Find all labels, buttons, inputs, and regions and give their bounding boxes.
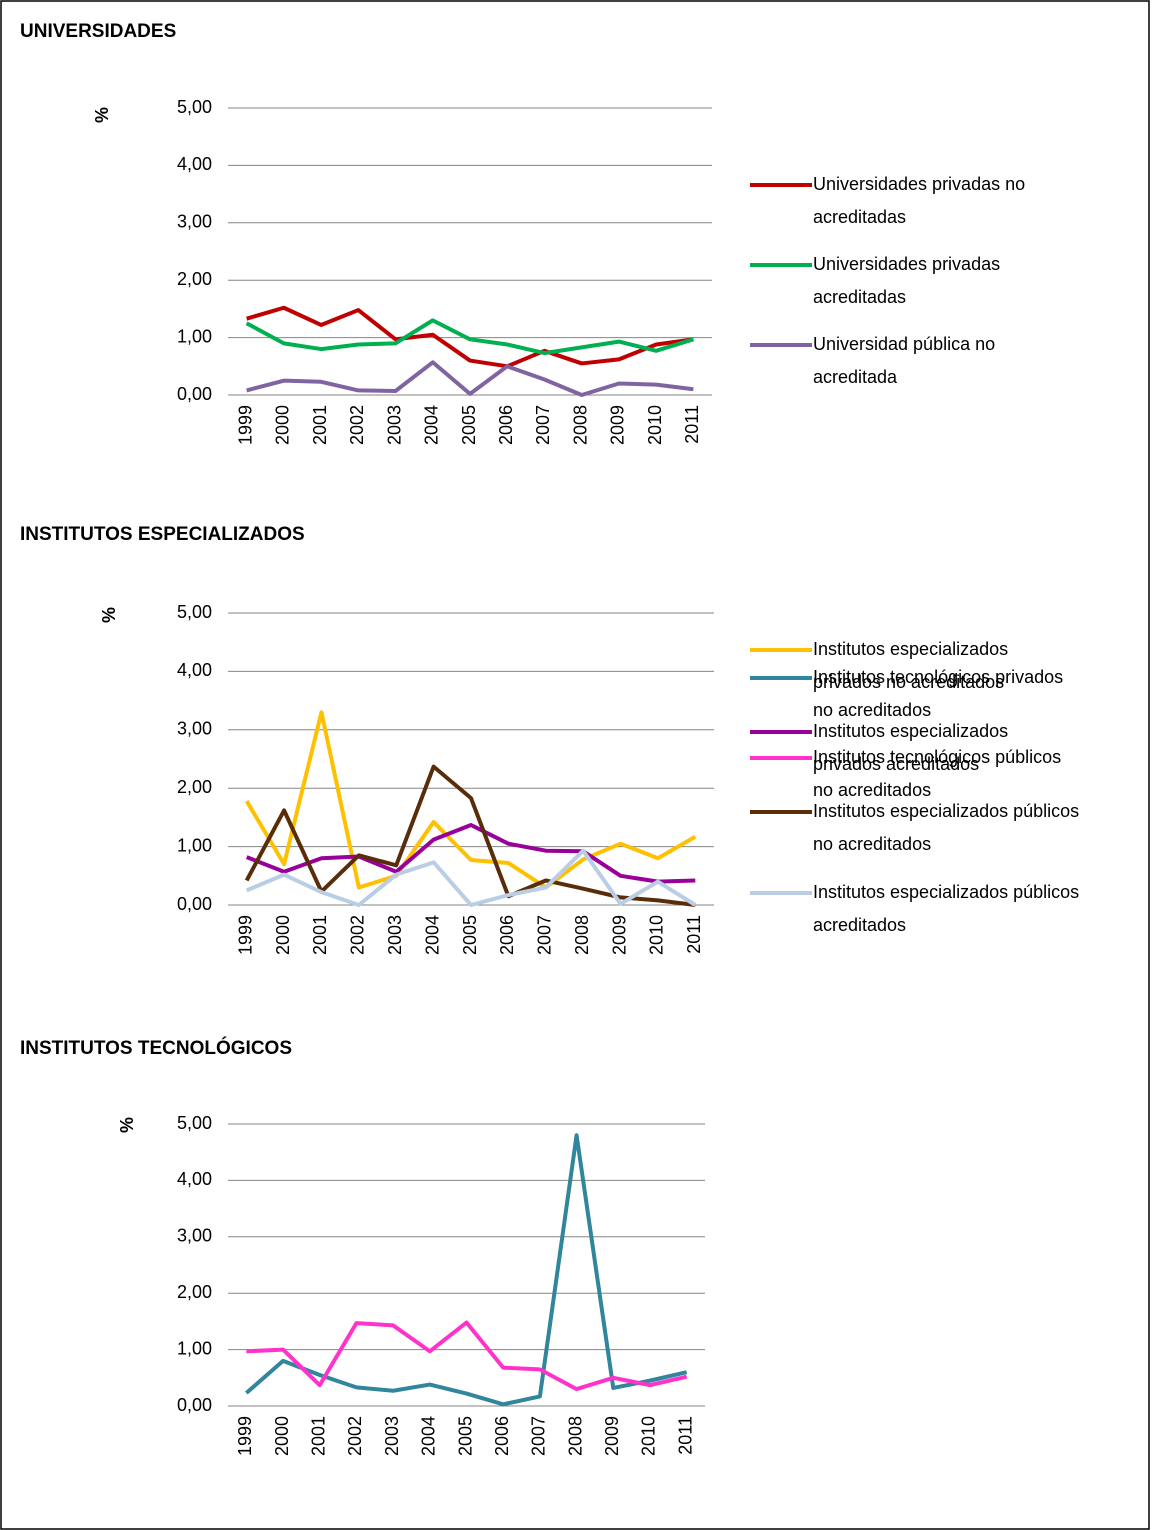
x-tick-label: 2010 bbox=[639, 1416, 659, 1456]
series-line bbox=[245, 848, 697, 907]
y-axis-label: % bbox=[99, 607, 119, 623]
series-line bbox=[245, 318, 694, 356]
x-tick-label: 2009 bbox=[609, 915, 629, 955]
x-tick-label: 2010 bbox=[647, 915, 667, 955]
y-axis-label: % bbox=[92, 107, 112, 123]
y-tick-label: 0,00 bbox=[177, 1395, 212, 1415]
y-tick-label: 5,00 bbox=[177, 1113, 212, 1133]
series-line bbox=[244, 710, 697, 890]
x-tick-label: 2007 bbox=[529, 1416, 549, 1456]
y-tick-label: 5,00 bbox=[177, 602, 212, 622]
x-tick-label: 2007 bbox=[533, 405, 553, 445]
x-tick-label: 2005 bbox=[459, 405, 479, 445]
y-tick-label: 1,00 bbox=[177, 1338, 212, 1358]
x-tick-label: 2007 bbox=[535, 915, 555, 955]
x-tick-label: 2008 bbox=[570, 405, 590, 445]
x-tick-label: 2004 bbox=[422, 915, 442, 955]
legend-label: Institutos especializados públicos no ac… bbox=[813, 801, 1084, 854]
x-tick-label: 2009 bbox=[602, 1416, 622, 1456]
x-tick-label: 2006 bbox=[497, 915, 517, 955]
legend-label: Institutos especializados privados no ac… bbox=[813, 639, 1013, 692]
y-axis-label: % bbox=[117, 1117, 137, 1133]
x-tick-label: 2005 bbox=[455, 1416, 475, 1456]
y-tick-label: 4,00 bbox=[177, 1169, 212, 1189]
legend-label: Institutos tecnológicos públicos no acre… bbox=[813, 747, 1071, 800]
x-tick-label: 2011 bbox=[682, 405, 702, 444]
x-tick-label: 2000 bbox=[272, 1416, 292, 1456]
legend-label: Universidad pública no acreditada bbox=[813, 334, 1000, 387]
x-tick-label: 2003 bbox=[384, 405, 404, 445]
legend-label: Institutos especializados privados acred… bbox=[813, 721, 1013, 774]
x-tick-label: 1999 bbox=[235, 405, 255, 445]
x-tick-label: 2005 bbox=[460, 915, 480, 955]
x-tick-label: 2001 bbox=[310, 915, 330, 955]
legend-label: Institutos especializados públicos acred… bbox=[813, 882, 1084, 935]
y-tick-label: 4,00 bbox=[177, 154, 212, 174]
x-tick-label: 2001 bbox=[308, 1416, 328, 1456]
y-tick-label: 1,00 bbox=[177, 326, 212, 346]
series-line bbox=[245, 822, 696, 884]
x-tick-label: 2006 bbox=[496, 405, 516, 445]
y-tick-label: 1,00 bbox=[177, 835, 212, 855]
y-tick-label: 2,00 bbox=[177, 1282, 212, 1302]
legend-label: Universidades privadas acreditadas bbox=[813, 254, 1005, 307]
y-tick-label: 0,00 bbox=[177, 894, 212, 914]
series-line bbox=[246, 360, 694, 397]
legend-label: Universidades privadas no acreditadas bbox=[813, 174, 1030, 227]
y-tick-label: 0,00 bbox=[177, 384, 212, 404]
chart-title: INSTITUTOS ESPECIALIZADOS bbox=[20, 524, 305, 545]
x-tick-label: 2003 bbox=[382, 1416, 402, 1456]
x-tick-label: 2008 bbox=[572, 915, 592, 955]
x-tick-label: 2000 bbox=[273, 915, 293, 955]
y-tick-label: 5,00 bbox=[177, 97, 212, 117]
y-tick-label: 3,00 bbox=[177, 719, 212, 739]
x-tick-label: 2004 bbox=[422, 405, 442, 445]
series-line bbox=[245, 1133, 688, 1407]
x-tick-label: 1999 bbox=[235, 1416, 255, 1456]
x-tick-label: 2003 bbox=[385, 915, 405, 955]
chart-title: UNIVERSIDADES bbox=[20, 21, 176, 42]
x-tick-label: 2011 bbox=[684, 915, 704, 954]
series-line bbox=[244, 764, 696, 907]
x-tick-label: 2002 bbox=[347, 405, 367, 445]
y-tick-label: 4,00 bbox=[177, 660, 212, 680]
x-tick-label: 2010 bbox=[645, 405, 665, 445]
x-tick-label: 2006 bbox=[492, 1416, 512, 1456]
x-tick-label: 2011 bbox=[675, 1416, 695, 1455]
x-tick-label: 2004 bbox=[419, 1416, 439, 1456]
series-line bbox=[246, 305, 694, 369]
y-tick-label: 2,00 bbox=[177, 269, 212, 289]
y-tick-label: 3,00 bbox=[177, 212, 212, 232]
chart-title: INSTITUTOS TECNOLÓGICOS bbox=[20, 1037, 292, 1059]
x-tick-label: 2002 bbox=[345, 1416, 365, 1456]
x-tick-label: 1999 bbox=[235, 915, 255, 955]
y-tick-label: 3,00 bbox=[177, 1226, 212, 1246]
x-tick-label: 2008 bbox=[565, 1416, 585, 1456]
x-tick-label: 2009 bbox=[608, 405, 628, 445]
y-tick-label: 2,00 bbox=[177, 777, 212, 797]
x-tick-label: 2001 bbox=[310, 405, 330, 445]
legend-label: Institutos tecnológicos privados no acre… bbox=[813, 667, 1068, 720]
series-line bbox=[246, 1320, 688, 1392]
x-tick-label: 2002 bbox=[348, 915, 368, 955]
x-tick-label: 2000 bbox=[273, 405, 293, 445]
